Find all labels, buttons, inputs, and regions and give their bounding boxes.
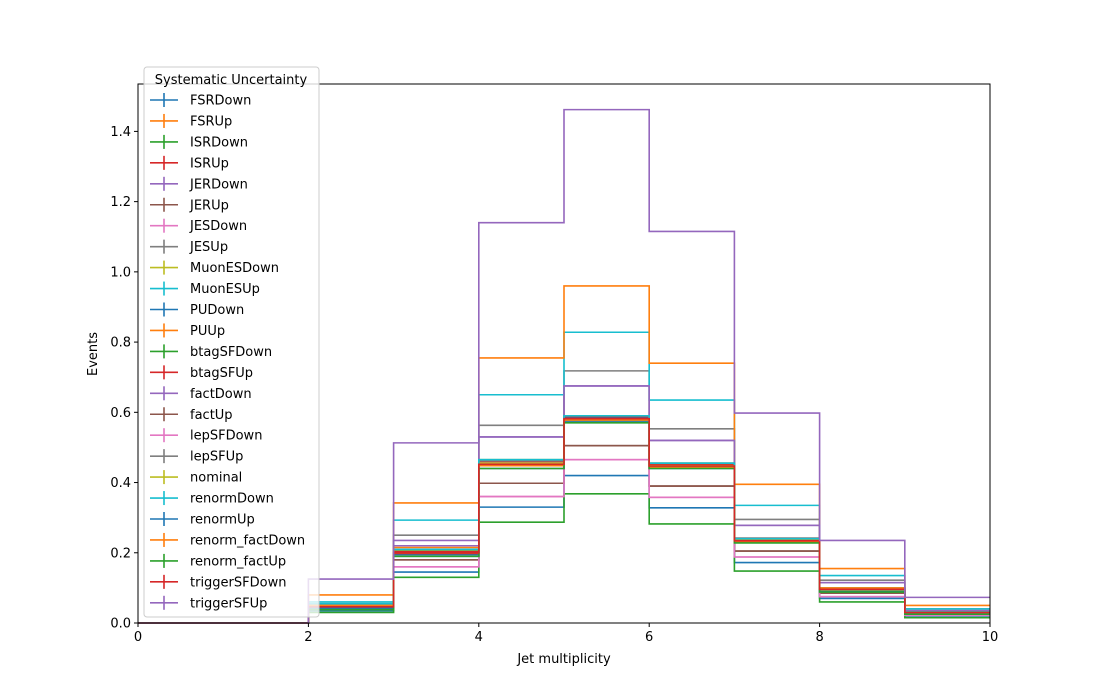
legend-item-btagSFDown: btagSFDown — [150, 344, 272, 360]
legend-item-triggerSFUp: triggerSFUp — [150, 595, 267, 611]
y-tick-label: 0.8 — [110, 336, 131, 351]
legend-label: lepSFUp — [190, 450, 243, 465]
x-tick-label: 2 — [304, 630, 312, 645]
legend-item-JERUp: JERUp — [150, 197, 229, 213]
legend-label: btagSFDown — [190, 345, 272, 360]
legend-item-ISRDown: ISRDown — [150, 134, 248, 150]
legend-item-ISRUp: ISRUp — [150, 155, 229, 171]
y-tick-label: 1.4 — [110, 125, 131, 140]
legend-item-FSRDown: FSRDown — [150, 93, 251, 109]
x-tick-label: 6 — [645, 630, 653, 645]
legend-label: factDown — [190, 387, 252, 402]
legend-box — [143, 66, 320, 618]
legend-label: JERDown — [189, 177, 248, 192]
legend-item-renorm_factUp: renorm_factUp — [150, 553, 286, 569]
legend-label: renormUp — [190, 513, 255, 528]
legend-item-btagSFUp: btagSFUp — [150, 365, 253, 381]
legend-item-lepSFUp: lepSFUp — [150, 449, 243, 465]
y-axis-label: Events — [86, 332, 101, 376]
y-axis: 0.0 0.2 0.4 0.6 0.8 1.0 1.2 1.4 — [110, 125, 138, 632]
legend-label: triggerSFUp — [190, 596, 267, 611]
x-tick-label: 8 — [815, 630, 823, 645]
legend-label: triggerSFDown — [190, 575, 286, 590]
legend-label: lepSFDown — [190, 429, 262, 444]
x-tick-label: 0 — [134, 630, 142, 645]
legend-item-factUp: factUp — [150, 407, 233, 423]
y-tick-label: 0.4 — [110, 476, 131, 491]
legend-item-renormDown: renormDown — [150, 491, 274, 507]
legend-label: PUUp — [190, 324, 225, 339]
legend-label: ISRDown — [190, 135, 248, 150]
legend-item-MuonESDown: MuonESDown — [150, 260, 279, 276]
legend-item-renorm_factDown: renorm_factDown — [150, 532, 305, 548]
legend-label: btagSFUp — [190, 366, 253, 381]
legend-item-FSRUp: FSRUp — [150, 113, 232, 129]
legend-item-MuonESUp: MuonESUp — [150, 281, 260, 297]
legend: Systematic Uncertainty FSRDown FSRUp ISRDo… — [143, 66, 320, 618]
y-tick-label: 1.2 — [110, 195, 131, 210]
legend-label: renormDown — [190, 492, 274, 507]
legend-item-lepSFDown: lepSFDown — [150, 428, 262, 444]
legend-label: MuonESUp — [190, 282, 260, 297]
x-tick-label: 10 — [982, 630, 999, 645]
legend-label: renorm_factUp — [190, 554, 286, 569]
x-tick-label: 4 — [475, 630, 483, 645]
legend-label: FSRUp — [190, 114, 232, 129]
legend-items: FSRDown FSRUp ISRDown ISRUp JERDown JERUp JESD… — [150, 93, 305, 611]
legend-item-JESUp: JESUp — [150, 239, 228, 255]
legend-item-nominal: nominal — [150, 470, 242, 486]
legend-label: FSRDown — [190, 94, 251, 109]
y-tick-label: 0.2 — [110, 546, 131, 561]
legend-label: JESUp — [189, 240, 228, 255]
legend-label: JERUp — [189, 198, 229, 213]
legend-item-JERDown: JERDown — [150, 176, 248, 192]
legend-item-factDown: factDown — [150, 386, 252, 402]
legend-label: nominal — [190, 471, 242, 486]
legend-label: factUp — [190, 408, 233, 423]
legend-label: JESDown — [189, 219, 247, 234]
legend-item-PUDown: PUDown — [150, 302, 244, 318]
y-tick-label: 0.6 — [110, 406, 131, 421]
legend-title: Systematic Uncertainty — [155, 73, 308, 88]
plot-frame — [137, 83, 991, 624]
legend-label: MuonESDown — [190, 261, 279, 276]
legend-item-renormUp: renormUp — [150, 512, 255, 528]
legend-item-triggerSFDown: triggerSFDown — [150, 574, 286, 590]
legend-item-PUUp: PUUp — [150, 323, 225, 339]
legend-label: renorm_factDown — [190, 533, 305, 548]
x-axis: 0 2 4 6 8 10 — [134, 623, 998, 645]
legend-label: ISRUp — [190, 156, 229, 171]
x-axis-label: Jet multiplicity — [516, 652, 611, 667]
legend-item-JESDown: JESDown — [150, 218, 247, 234]
y-tick-label: 0.0 — [110, 617, 131, 632]
y-tick-label: 1.0 — [110, 265, 131, 280]
legend-label: PUDown — [190, 303, 244, 318]
